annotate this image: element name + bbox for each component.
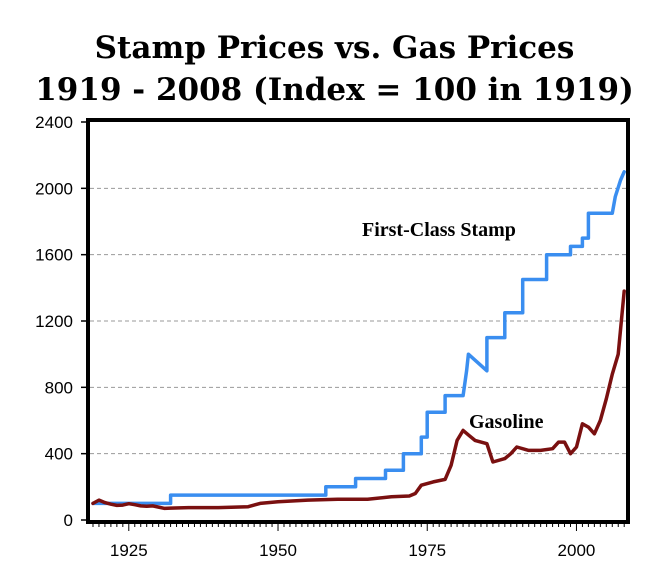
y-tick-label-800: 800: [45, 378, 73, 397]
y-tick-label-1200: 1200: [35, 312, 73, 331]
y-tick-label-400: 400: [45, 445, 73, 464]
y-axis: 0 400 800 1200 1600 2000 2400: [35, 113, 88, 530]
y-tick-label-2400: 2400: [35, 113, 73, 132]
y-tick-label-2000: 2000: [35, 179, 73, 198]
x-tick-label-1950: 1950: [259, 541, 297, 560]
series-lines: [91, 170, 626, 511]
x-tick-label-1975: 1975: [408, 541, 446, 560]
x-tick-label-1925: 1925: [110, 541, 148, 560]
x-tick-label-2000: 2000: [558, 541, 596, 560]
series-label-gasoline: Gasoline: [469, 411, 544, 433]
series-line-first-class-stamp: [91, 170, 626, 506]
x-axis: 1925 1950 1975 2000: [92, 523, 625, 560]
series-line-gasoline: [91, 289, 626, 511]
series-label-first-class-stamp: First-Class Stamp: [362, 219, 516, 241]
gridlines: [90, 187, 626, 455]
y-tick-label-0: 0: [64, 511, 73, 530]
y-tick-label-1600: 1600: [35, 246, 73, 265]
chart-title-line-1: Stamp Prices vs. Gas Prices: [94, 30, 575, 66]
chart-title-line-2: 1919 - 2008 (Index = 100 in 1919): [35, 72, 634, 108]
